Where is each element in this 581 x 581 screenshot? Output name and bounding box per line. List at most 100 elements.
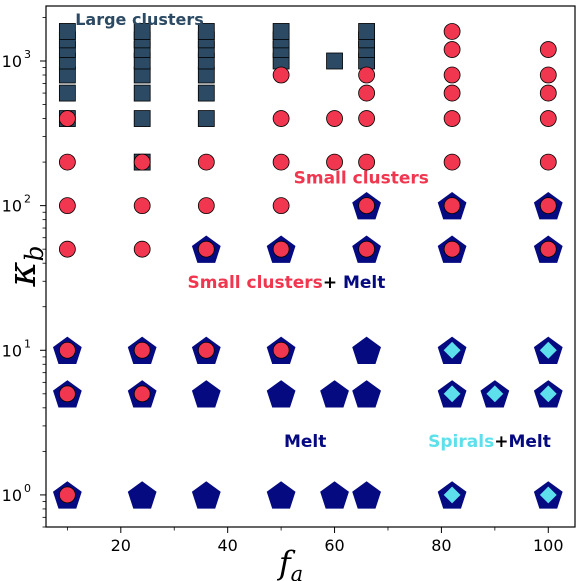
- point-circle-x100-y800: [539, 66, 557, 84]
- point-square-x24-y800: [133, 66, 151, 84]
- y-tick-exponent-1: 0: [24, 482, 31, 495]
- annotation-melt: Melt: [284, 432, 326, 452]
- point-circle-x36-y100: [197, 197, 215, 215]
- point-circle-x36-y200: [197, 153, 215, 171]
- annotation-large-part-0: Large clusters: [75, 10, 204, 29]
- y-tick-label-1: 10: [2, 486, 22, 505]
- x-tick-label-40: 40: [217, 536, 237, 555]
- annotation-small-melt: Small clusters+ Melt: [188, 273, 386, 293]
- point-pentagon-x24-y1: [127, 481, 157, 509]
- point-circle-x50-y50: [272, 240, 290, 258]
- annotation-large: Large clusters: [75, 10, 204, 29]
- point-circle-x66-y100: [358, 197, 376, 215]
- point-circle-x10-y200: [58, 153, 76, 171]
- point-square-x36-y1600: [197, 23, 215, 40]
- annotation-small-melt-part-0: Small clusters: [188, 273, 323, 293]
- point-circle-x100-y400: [539, 110, 557, 127]
- point-circle-x36-y10: [197, 341, 215, 359]
- y-axis-label-main: κ: [0, 261, 44, 287]
- annotation-spirals-melt-part-2: Melt: [508, 432, 550, 452]
- point-circle-x24-y200: [133, 153, 151, 171]
- point-square-x50-y1600: [272, 23, 290, 40]
- annotation-melt-part-0: Melt: [284, 432, 326, 452]
- annotation-spirals-melt-part-0: Spirals: [428, 432, 494, 452]
- point-square-x36-y400: [197, 110, 215, 127]
- plot-frame: [45, 5, 576, 528]
- point-circle-x24-y50: [133, 240, 151, 258]
- point-circle-x82-y200: [443, 153, 461, 171]
- point-circle-x82-y1600: [443, 23, 461, 40]
- annotation-small-part-0: Small clusters: [294, 169, 429, 189]
- point-circle-x82-y800: [443, 66, 461, 84]
- point-square-x10-y800: [58, 66, 76, 84]
- annotation-small-melt-part-1: +: [323, 273, 343, 293]
- point-circle-x10-y100: [58, 197, 76, 215]
- annotation-spirals-melt-part-1: +: [494, 432, 508, 452]
- x-axis-label-sub: a: [291, 562, 304, 581]
- point-circle-x10-y10: [58, 341, 76, 359]
- point-circle-x82-y50: [443, 240, 461, 258]
- point-diamond-x90-y5: [484, 383, 506, 405]
- point-circle-x36-y50: [197, 240, 215, 258]
- point-circle-x60-y400: [326, 110, 343, 127]
- point-diamond-x100-y5: [537, 383, 559, 405]
- point-circle-x100-y50: [539, 240, 557, 258]
- point-square-x36-y600: [197, 84, 215, 102]
- point-square-x10-y600: [58, 84, 76, 102]
- point-circle-x82-y100: [443, 197, 461, 215]
- x-tick-label-20: 20: [111, 536, 131, 555]
- point-circle-x24-y10: [133, 341, 151, 359]
- y-axis-label-sub: b: [20, 246, 49, 262]
- point-circle-x82-y400: [443, 110, 461, 127]
- y-tick-label-1000: 10: [2, 52, 22, 71]
- point-circle-x60-y200: [326, 153, 343, 171]
- point-diamond-x82-y1: [441, 484, 463, 506]
- point-circle-x66-y600: [358, 84, 376, 102]
- point-pentagon-x60-y1: [320, 481, 349, 509]
- point-circle-x82-y600: [443, 84, 461, 102]
- x-axis-label: fa: [277, 544, 303, 581]
- y-tick-label-10: 10: [2, 341, 22, 360]
- point-circle-x100-y100: [539, 197, 557, 215]
- annotation-small-melt-part-2: Melt: [343, 273, 385, 293]
- point-square-x66-y1600: [358, 23, 376, 40]
- point-circle-x66-y200: [358, 153, 376, 171]
- point-circle-x24-y5: [133, 385, 151, 403]
- point-square-x24-y1600: [133, 23, 151, 40]
- point-diamond-x100-y10: [537, 339, 559, 361]
- point-circle-x24-y100: [133, 197, 151, 215]
- point-pentagon-x50-y5: [266, 380, 296, 408]
- annotation-spirals-melt: Spirals+Melt: [428, 432, 551, 452]
- point-circle-x10-y50: [58, 240, 76, 258]
- y-tick-exponent-1000: 3: [24, 48, 31, 61]
- y-axis-label: κb: [0, 246, 49, 288]
- data-marks: [52, 23, 563, 509]
- point-circle-x66-y800: [358, 66, 376, 84]
- point-square-x24-y400: [133, 110, 151, 127]
- point-circle-x50-y200: [272, 153, 290, 171]
- point-circle-x50-y10: [272, 341, 290, 359]
- point-circle-x50-y100: [272, 197, 290, 215]
- point-diamond-x100-y1: [537, 484, 559, 506]
- point-diamond-x82-y10: [441, 339, 463, 361]
- point-pentagon-x66-y5: [352, 380, 381, 408]
- annotation-small: Small clusters: [294, 169, 429, 189]
- point-square-x60-y1000: [326, 52, 343, 70]
- x-tick-label-60: 60: [324, 536, 344, 555]
- point-circle-x10-y5: [58, 385, 76, 403]
- point-circle-x10-y400: [58, 110, 76, 127]
- point-pentagon-x66-y1: [352, 481, 381, 509]
- point-pentagon-x36-y5: [191, 380, 221, 408]
- x-tick-label-80: 80: [431, 536, 451, 555]
- point-circle-x66-y400: [358, 110, 376, 127]
- point-pentagon-x50-y1: [266, 481, 296, 509]
- point-pentagon-x66-y10: [352, 336, 381, 364]
- point-circle-x50-y800: [272, 66, 290, 84]
- y-tick-exponent-100: 2: [24, 193, 31, 206]
- point-circle-x82-y1200: [443, 41, 461, 58]
- point-square-x10-y1600: [58, 23, 76, 40]
- point-circle-x50-y400: [272, 110, 290, 127]
